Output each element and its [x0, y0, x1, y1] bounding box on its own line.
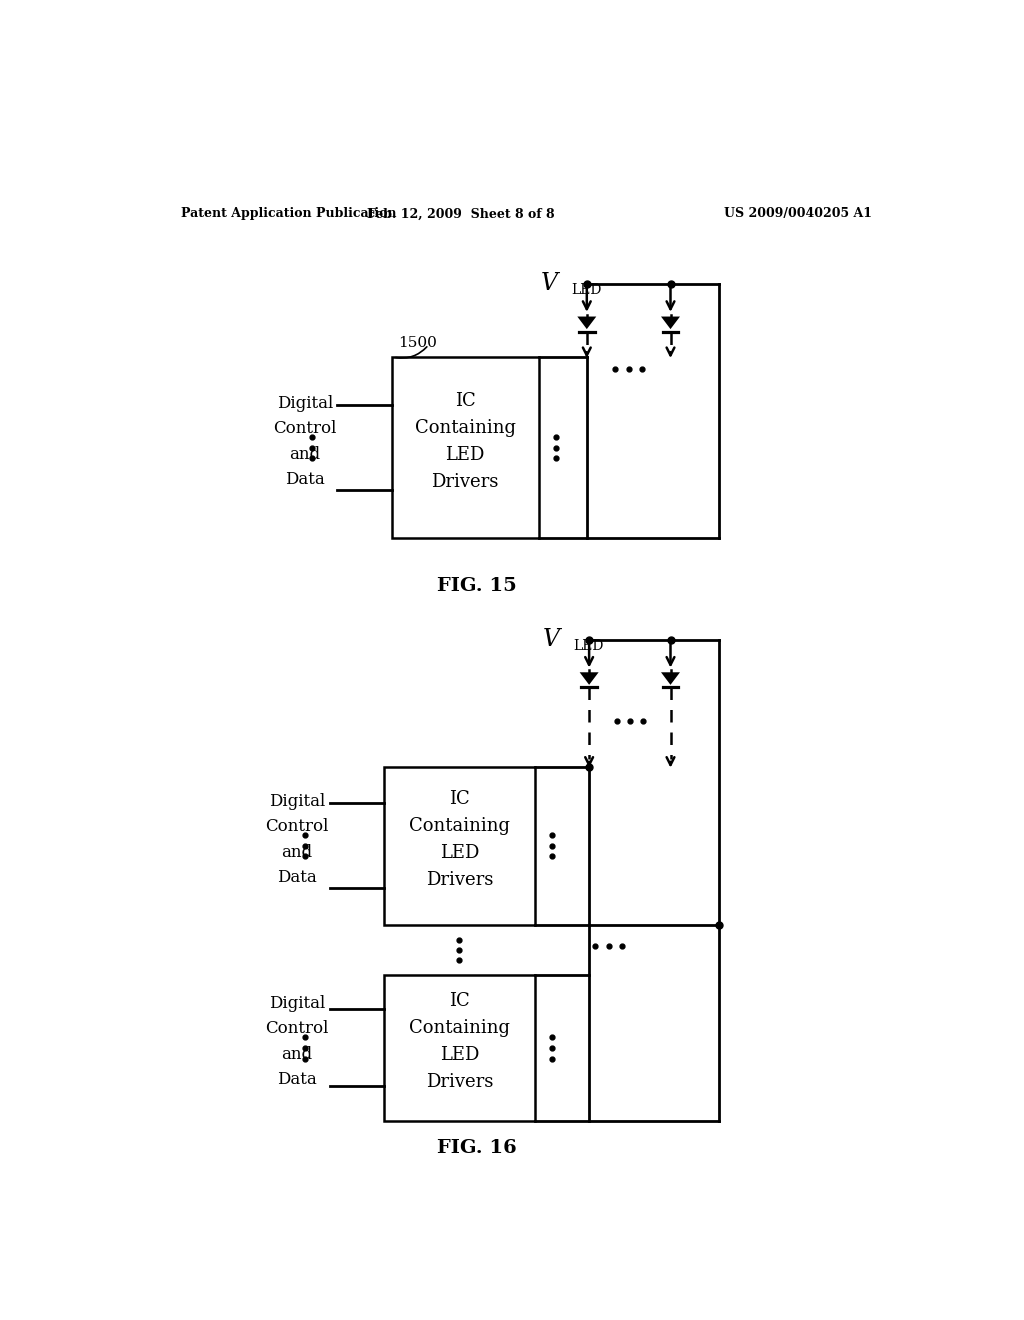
- Text: V: V: [541, 272, 557, 296]
- Text: Digital
Control
and
Data: Digital Control and Data: [265, 793, 329, 886]
- Text: Digital
Control
and
Data: Digital Control and Data: [273, 395, 337, 488]
- Text: V: V: [543, 628, 560, 651]
- Bar: [384, 767, 535, 924]
- Polygon shape: [580, 318, 594, 327]
- Polygon shape: [664, 318, 678, 327]
- Text: IC
Containing
LED
Drivers: IC Containing LED Drivers: [409, 789, 510, 890]
- Polygon shape: [583, 673, 596, 682]
- Bar: [384, 974, 535, 1121]
- Text: Feb. 12, 2009  Sheet 8 of 8: Feb. 12, 2009 Sheet 8 of 8: [368, 207, 555, 220]
- Text: Patent Application Publication: Patent Application Publication: [180, 207, 396, 220]
- Text: IC
Containing
LED
Drivers: IC Containing LED Drivers: [415, 392, 516, 491]
- Polygon shape: [664, 673, 678, 682]
- Bar: [391, 356, 539, 539]
- Text: IC
Containing
LED
Drivers: IC Containing LED Drivers: [409, 991, 510, 1092]
- Text: 1500: 1500: [397, 337, 436, 350]
- Text: FIG. 15: FIG. 15: [437, 577, 517, 595]
- Text: FIG. 16: FIG. 16: [437, 1139, 517, 1156]
- Text: LED: LED: [571, 282, 602, 297]
- Text: Digital
Control
and
Data: Digital Control and Data: [265, 995, 329, 1088]
- Text: US 2009/0040205 A1: US 2009/0040205 A1: [724, 207, 872, 220]
- Text: LED: LED: [573, 639, 604, 653]
